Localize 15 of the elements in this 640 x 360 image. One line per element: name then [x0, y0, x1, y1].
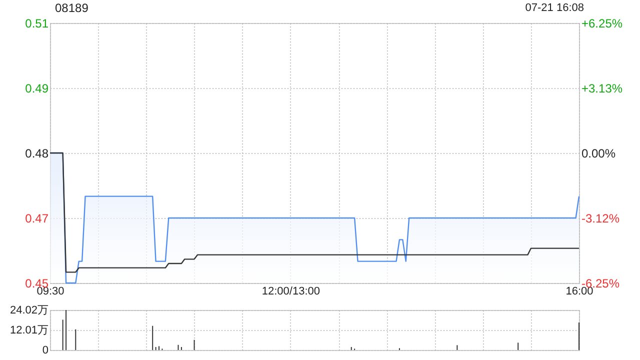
chart-title: 08189	[55, 1, 88, 15]
y-tick-label: 0.47	[25, 212, 49, 226]
y2-tick-label: +6.25%	[582, 16, 623, 30]
y2-tick-label: 0.00%	[582, 146, 616, 160]
y2-tick-label: +3.13%	[582, 81, 623, 96]
y-tick-label: 0.51	[25, 16, 49, 30]
y-tick-label: 0.49	[25, 82, 49, 96]
x-tick-label: 12:00/13:00	[262, 286, 320, 298]
y-tick-label: 24.02万	[10, 304, 48, 316]
x-tick-label: 09:30	[36, 286, 64, 298]
y-tick-label: 12.01万	[10, 324, 48, 336]
y-tick-label: 0	[42, 344, 48, 356]
y-tick-label: 0.48	[25, 146, 49, 160]
y2-tick-label: -3.12%	[582, 211, 620, 226]
text: 07-21 16:08	[525, 2, 584, 14]
